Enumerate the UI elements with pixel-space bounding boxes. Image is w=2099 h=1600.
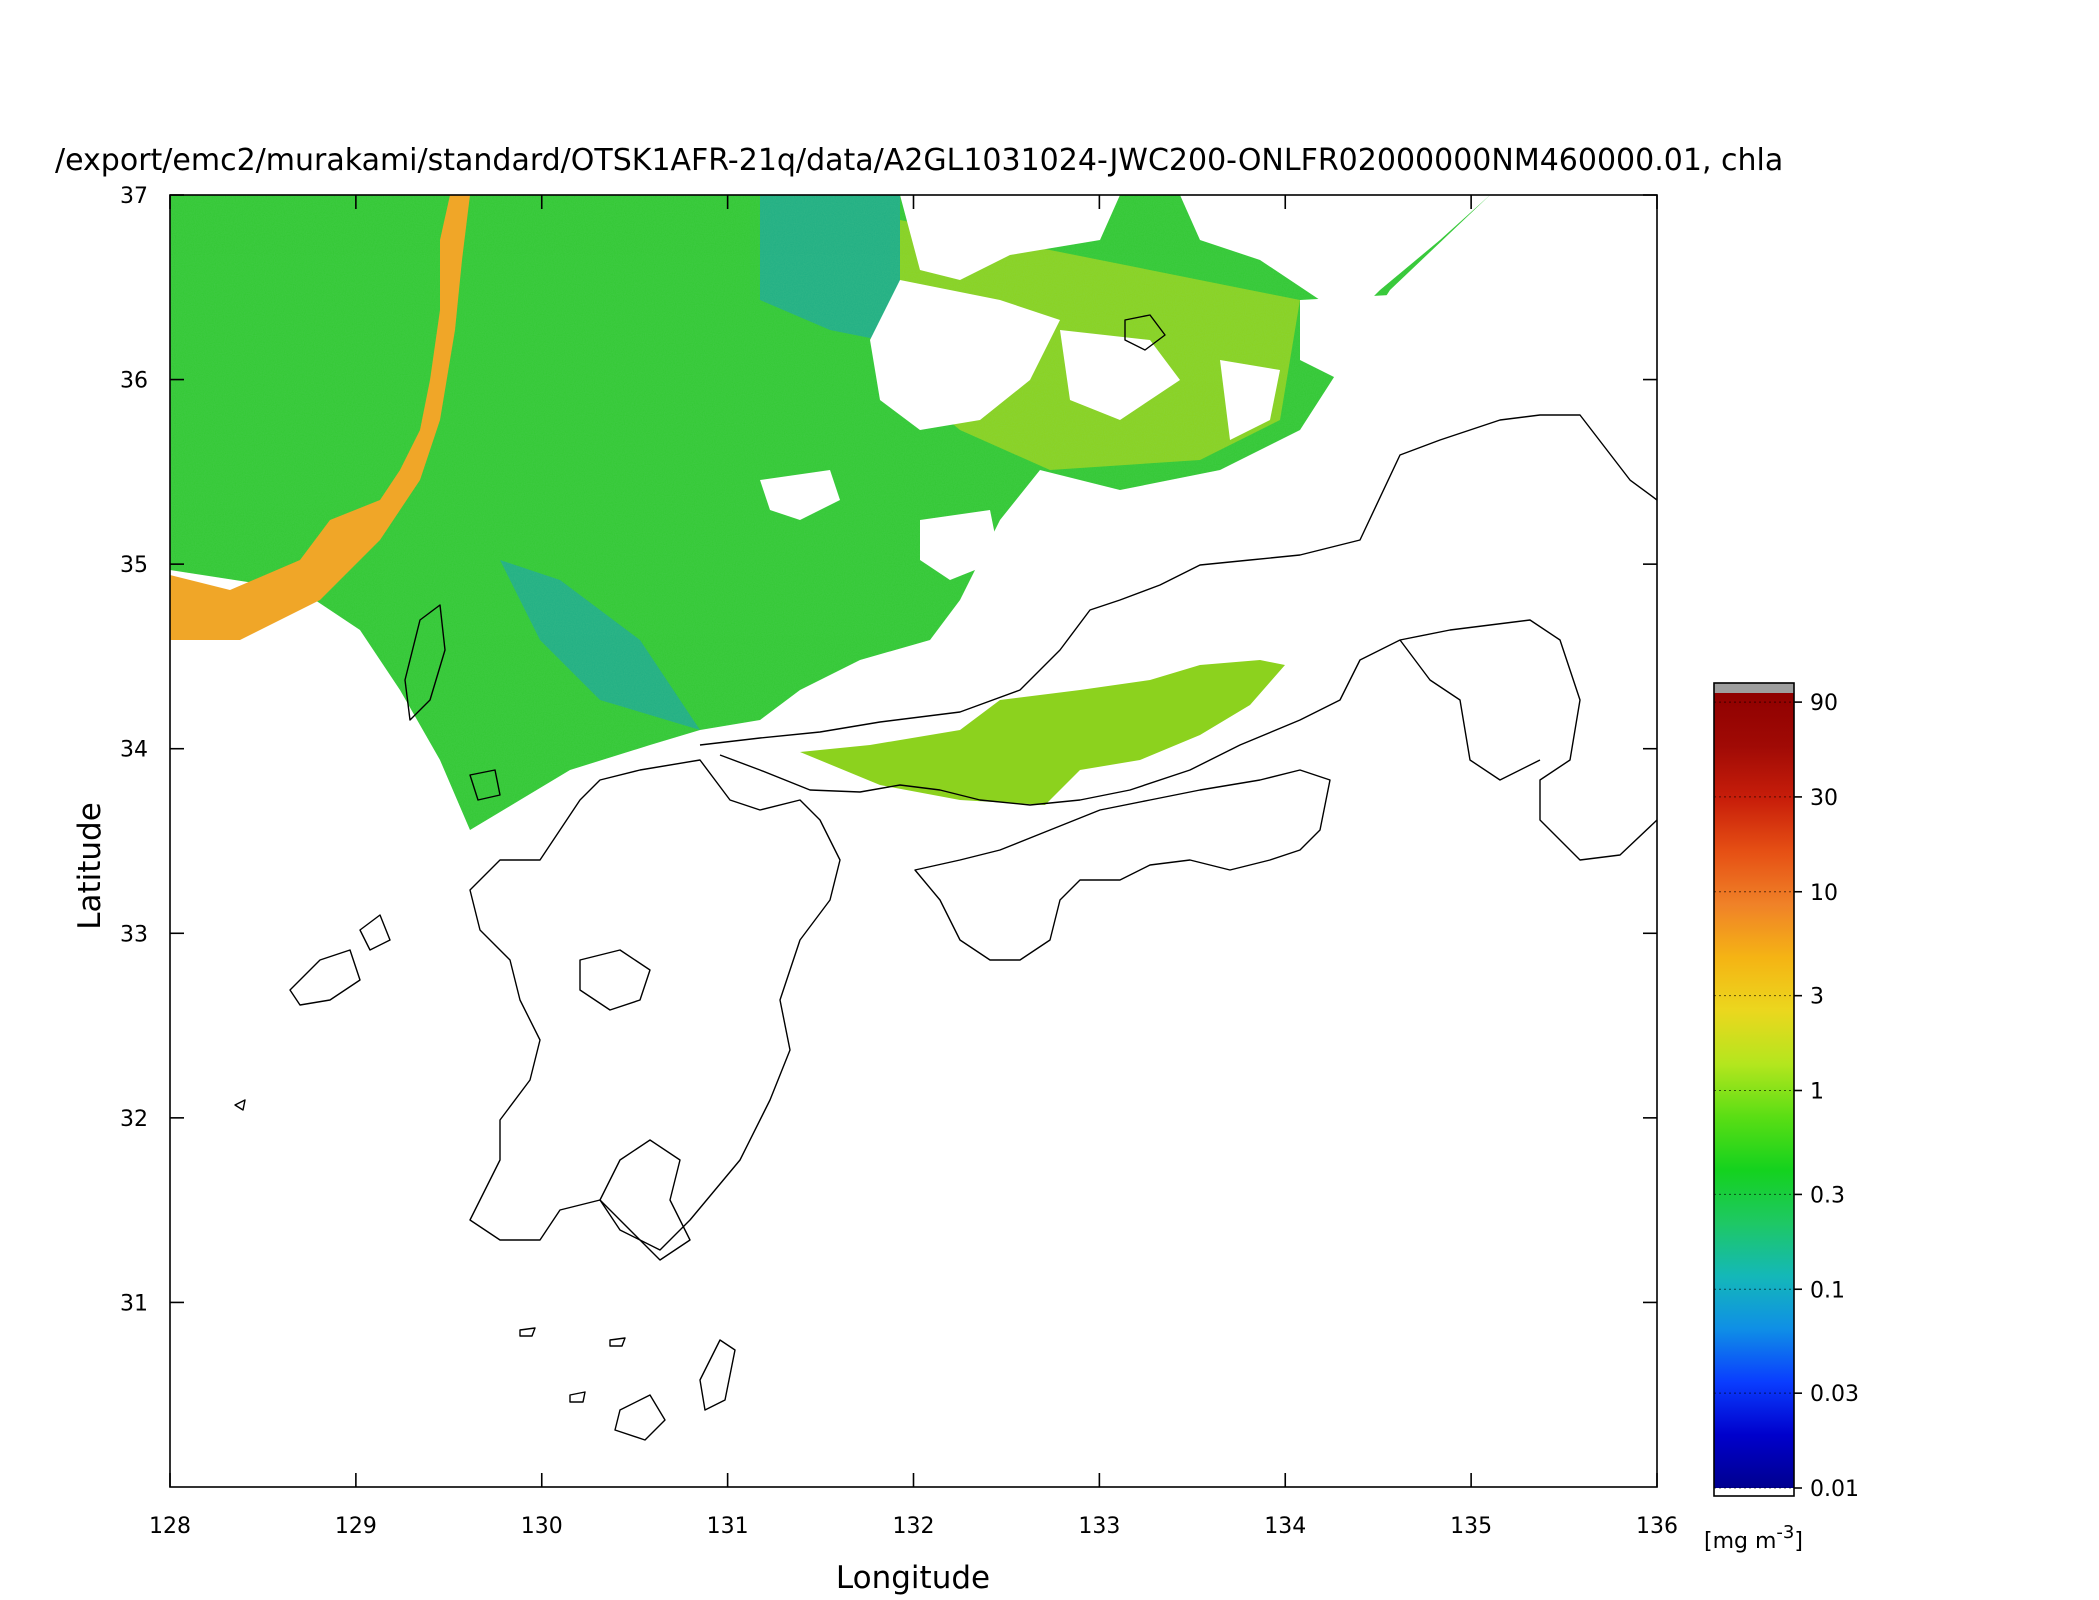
x-tick-label: 132 (893, 1514, 935, 1539)
colorbar-underflow (1714, 1488, 1794, 1496)
y-tick-label: 34 (120, 738, 148, 763)
x-tick-label: 136 (1636, 1514, 1678, 1539)
y-tick-label: 35 (120, 553, 148, 578)
colorbar: 90 30 10 3 1 0.3 0.1 0.03 0.01 [mg m-3] (1704, 682, 1859, 1554)
x-tick-label: 134 (1264, 1514, 1306, 1539)
coastal-strip-inland-sea (800, 660, 1285, 805)
x-tick-label: 130 (521, 1514, 563, 1539)
colorbar-unit-suffix: ] (1794, 1529, 1803, 1554)
colorbar-tick-label: 3 (1810, 985, 1824, 1010)
coastal-strip-west (170, 195, 470, 640)
x-axis-title: Longitude (836, 1560, 990, 1596)
colorbar-unit-prefix: [mg m (1704, 1529, 1776, 1554)
island-oki (1124, 314, 1166, 351)
colorbar-tick-label: 0.1 (1810, 1278, 1845, 1303)
x-tick-label: 129 (335, 1514, 377, 1539)
x-tick-label: 128 (149, 1514, 191, 1539)
colorbar-tick-labels: 90 30 10 3 1 0.3 0.1 0.03 0.01 (1714, 691, 1859, 1502)
colorbar-tick-label: 0.01 (1810, 1477, 1859, 1502)
island-tsushima (404, 604, 446, 721)
coastline-honshu-south (719, 619, 1657, 861)
coastline-shikoku (914, 769, 1331, 961)
chlorophyll-data-layer (170, 195, 1490, 830)
island-iki (469, 769, 501, 801)
y-axis-ticks: 31 32 33 34 35 36 37 (120, 184, 1657, 1316)
x-tick-label: 131 (707, 1514, 749, 1539)
colorbar-unit-label: [mg m-3] (1704, 1522, 1803, 1554)
coastline-kyushu-bay (579, 949, 651, 1011)
coastline-honshu-west (699, 414, 1657, 746)
y-axis-title: Latitude (72, 802, 108, 930)
colorbar-tick-label: 0.03 (1810, 1382, 1859, 1407)
cloud-gaps (760, 195, 1490, 580)
y-tick-label: 32 (120, 1107, 148, 1132)
x-tick-label: 133 (1078, 1514, 1120, 1539)
coastline-kii (1399, 639, 1541, 781)
colorbar-tick-label: 1 (1810, 1080, 1824, 1105)
islands-goto (289, 914, 391, 1006)
islands-osumi-small (234, 1099, 626, 1403)
colorbar-tick-label: 90 (1810, 691, 1838, 716)
island-yakushima (614, 1394, 666, 1441)
colorbar-overflow (1714, 683, 1794, 693)
y-tick-label: 37 (120, 184, 148, 209)
y-tick-label: 33 (120, 922, 148, 947)
colorbar-unit-exponent: -3 (1776, 1522, 1794, 1543)
colorbar-tick-label: 30 (1810, 786, 1838, 811)
island-tanegashima (699, 1339, 736, 1411)
colorbar-tick-label: 10 (1810, 881, 1838, 906)
coastlines (234, 314, 1657, 1441)
colorbar-tick-label: 0.3 (1810, 1183, 1845, 1208)
y-tick-label: 31 (120, 1291, 148, 1316)
x-tick-label: 135 (1450, 1514, 1492, 1539)
y-tick-label: 36 (120, 369, 148, 394)
coastline-kyushu (469, 759, 841, 1251)
coastline-satsuma (599, 1139, 691, 1261)
x-axis-ticks: 128 129 130 131 132 133 134 135 136 (149, 195, 1678, 1539)
colorbar-frame (1713, 682, 1795, 1497)
figure-title: /export/emc2/murakami/standard/OTSK1AFR-… (55, 143, 1783, 178)
